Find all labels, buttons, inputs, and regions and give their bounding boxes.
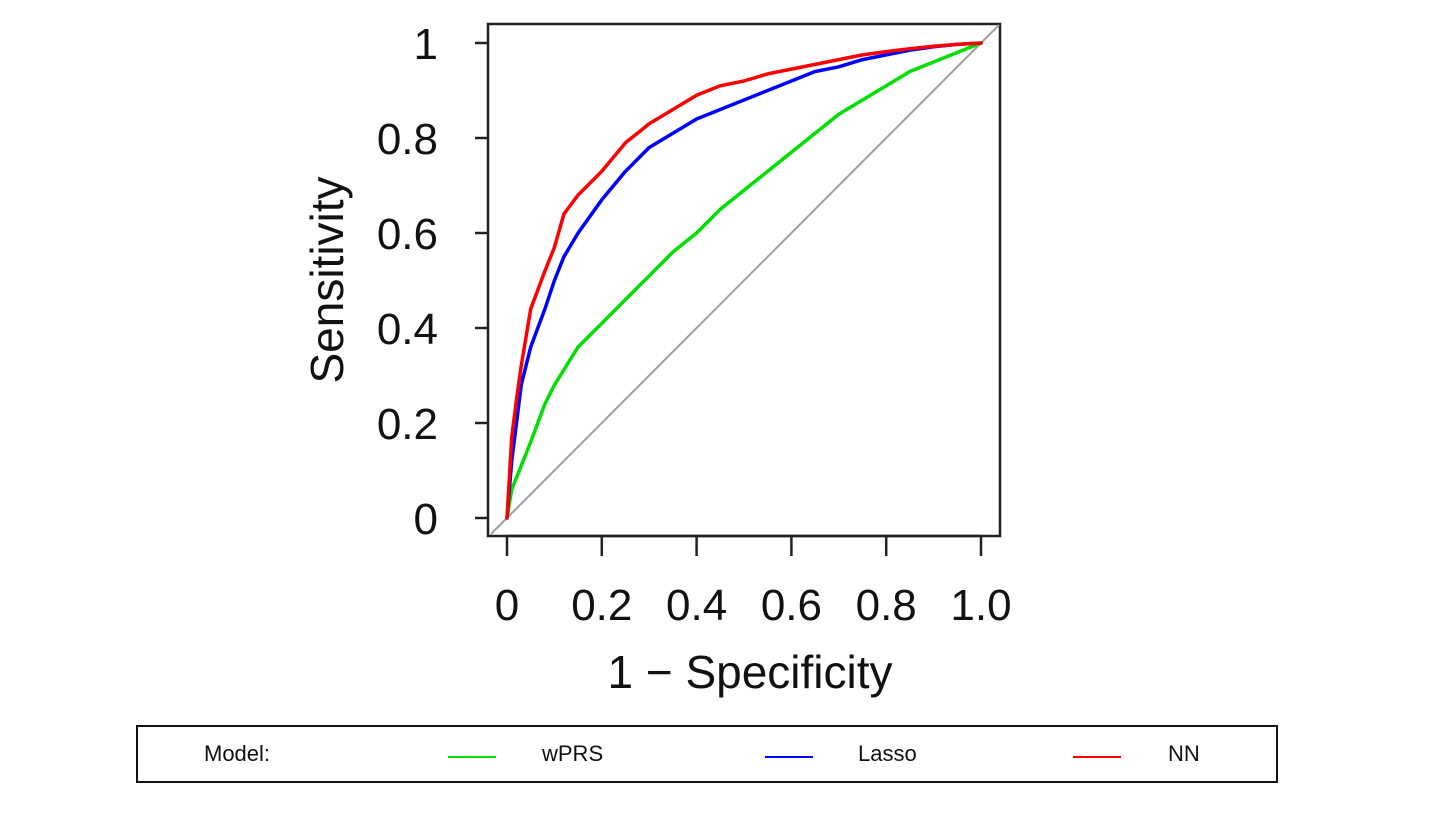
x-tick-label: 0.8: [856, 581, 917, 630]
y-axis-title: Sensitivity: [301, 176, 353, 383]
legend: Model: wPRS Lasso NN: [136, 725, 1278, 783]
y-tick-label: 0.8: [377, 115, 438, 164]
y-tick-label: 0.4: [377, 305, 438, 354]
x-tick-label: 0.4: [666, 581, 727, 630]
x-tick-label: 0: [495, 581, 519, 630]
x-tick-label: 1.0: [950, 581, 1011, 630]
series-line-wprs: [505, 41, 983, 520]
legend-label-nn: NN: [1168, 741, 1200, 766]
reference-diagonal-line: [490, 24, 1000, 535]
legend-swatch-lasso: [765, 756, 813, 758]
legend-swatch-nn: [1073, 756, 1121, 758]
x-tick-label: 0.6: [761, 581, 822, 630]
legend-label-wprs: wPRS: [542, 741, 604, 766]
series-line-lasso: [505, 41, 983, 520]
x-tick-label: 0.2: [571, 581, 632, 630]
legend-title: Model:: [204, 741, 271, 766]
series-layer: [505, 41, 983, 520]
x-axis: 0 0.2 0.4 0.6 0.8 1.0: [495, 534, 1012, 630]
roc-chart: 0 0.2 0.4 0.6 0.8 1 0 0.2 0.4 0.6 0.8 1.0 1 − Spec…: [301, 20, 1012, 698]
legend-swatch-wprs: [448, 756, 496, 758]
y-axis: 0 0.2 0.4 0.6 0.8 1: [377, 20, 488, 544]
series-line-nn: [505, 41, 983, 520]
y-tick-label: 1: [414, 20, 438, 69]
y-tick-label: 0.6: [377, 210, 438, 259]
reference-layer: [490, 24, 1000, 535]
y-tick-label: 0: [414, 495, 438, 544]
y-tick-label: 0.2: [377, 400, 438, 449]
x-axis-title: 1 − Specificity: [607, 646, 892, 698]
legend-label-lasso: Lasso: [858, 741, 917, 766]
